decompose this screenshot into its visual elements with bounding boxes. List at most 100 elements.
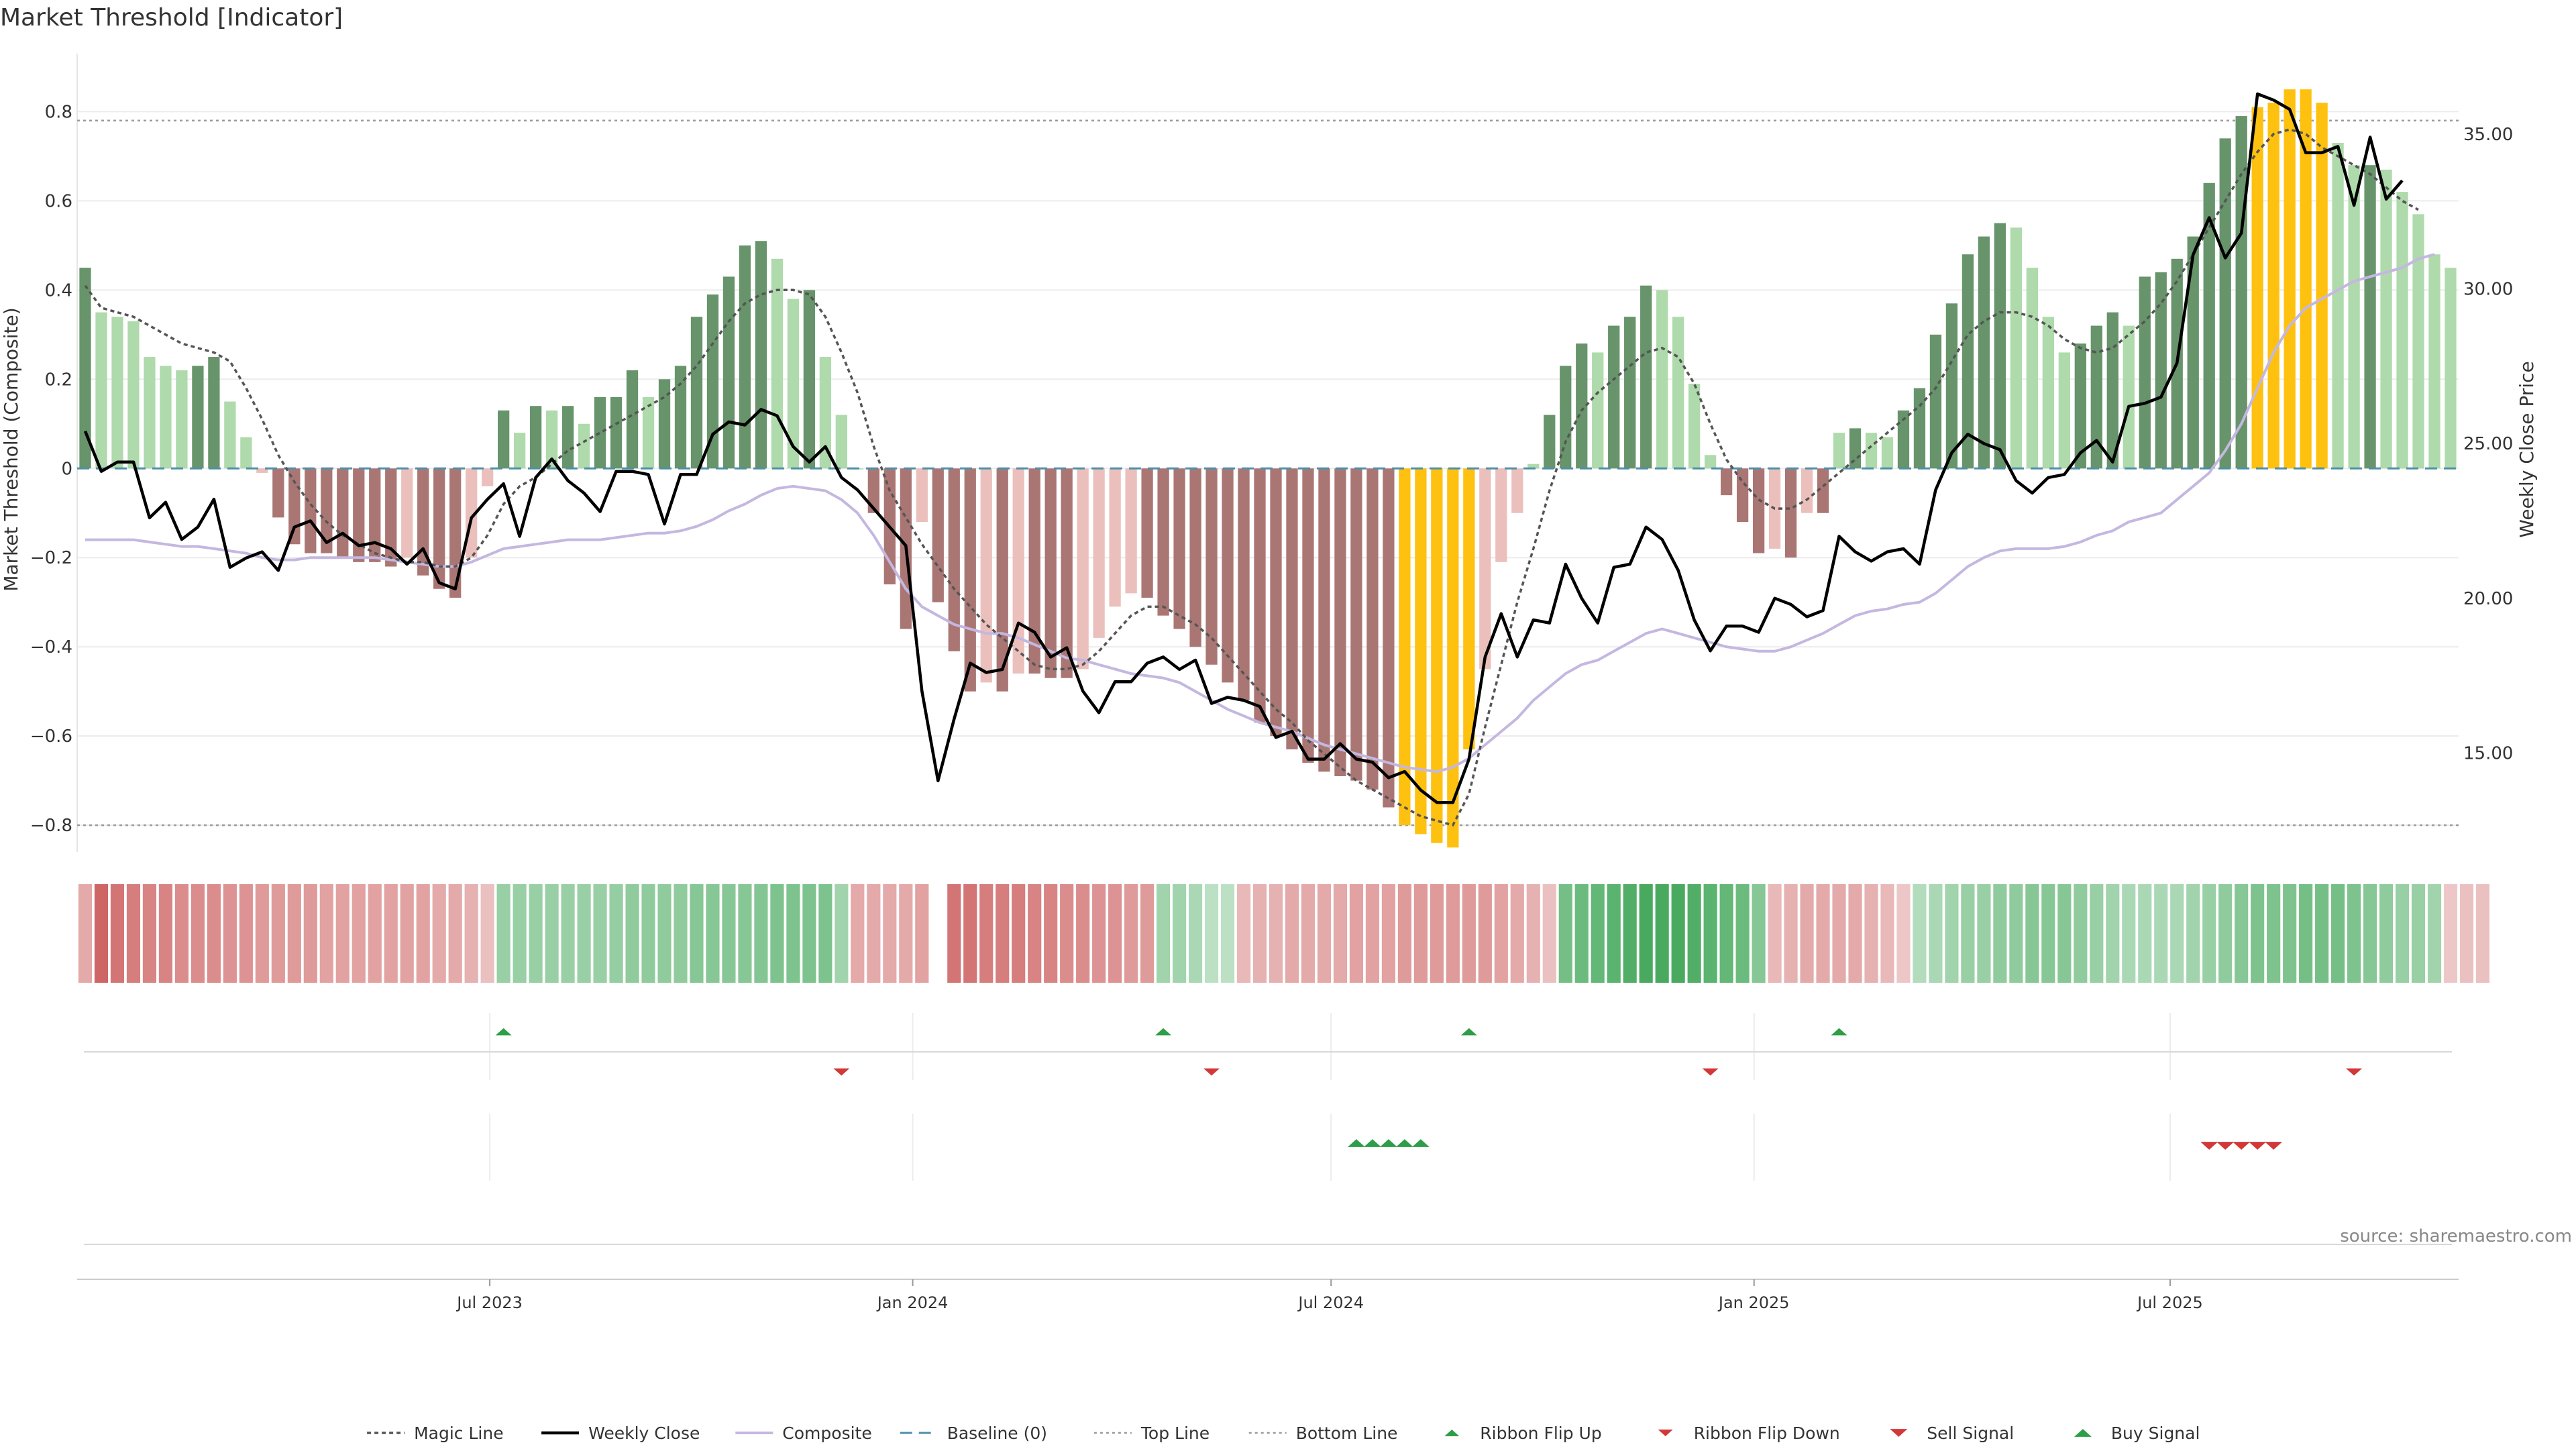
- buy-signal-marker: [1411, 1139, 1430, 1147]
- ribbon-cell: [1961, 884, 1975, 983]
- ribbon-cell: [1558, 884, 1572, 983]
- composite-bar: [2026, 268, 2038, 469]
- y-axis-label: Market Threshold (Composite): [0, 307, 22, 591]
- composite-bar: [690, 317, 703, 469]
- ribbon-cell: [1478, 884, 1492, 983]
- ribbon-cell: [303, 884, 317, 983]
- reference-lines: [77, 119, 2459, 826]
- composite-bar: [2106, 312, 2118, 469]
- composite-bar: [803, 290, 816, 469]
- ribbon-cell: [223, 884, 237, 983]
- buy-signal-marker: [1379, 1139, 1397, 1147]
- composite-bar: [1881, 437, 1894, 469]
- composite-bar: [2123, 325, 2135, 469]
- legend-item-baseline: Baseline (0): [900, 1424, 1047, 1443]
- composite-bar: [144, 357, 156, 469]
- ribbon-cell: [561, 884, 575, 983]
- composite-bar: [2348, 165, 2360, 469]
- ribbon-cell: [1397, 884, 1411, 983]
- ribbon-cell: [2315, 884, 2329, 983]
- composite-bar: [2267, 103, 2279, 469]
- ribbon-cell: [2459, 884, 2474, 983]
- composite-bar: [2042, 317, 2054, 469]
- legend-label: Top Line: [1140, 1424, 1210, 1443]
- composite-bar: [1801, 468, 1813, 513]
- composite-bar: [2139, 276, 2151, 469]
- composite-bar: [1125, 468, 1137, 594]
- y-tick-label: 0.8: [45, 102, 72, 122]
- y-tick-label: −0.4: [30, 637, 72, 657]
- ribbon-cell: [1816, 884, 1830, 983]
- composite-bar: [353, 468, 365, 562]
- ribbon-cell: [1977, 884, 1991, 983]
- x-tick-label: Jan 2025: [1717, 1293, 1790, 1312]
- composite-bar: [819, 357, 832, 469]
- ribbon-flip-up-marker: [1831, 1028, 1847, 1036]
- ribbon-cell: [1703, 884, 1717, 983]
- composite-bar: [1222, 468, 1234, 683]
- composite-bar: [337, 468, 349, 558]
- ribbon-cell: [657, 884, 672, 983]
- composite-bar: [1688, 383, 1701, 469]
- y-tick-label: −0.6: [30, 727, 72, 747]
- composite-bar: [948, 468, 960, 651]
- sell-signal-marker: [2265, 1142, 2283, 1150]
- ribbon-flip-up-marker: [1155, 1028, 1172, 1036]
- legend-item-top: Top Line: [1093, 1424, 1210, 1443]
- ribbon-cell: [1092, 884, 1106, 983]
- ribbon-cell: [1607, 884, 1621, 983]
- composite-bar: [417, 468, 429, 576]
- ribbon-cell: [1188, 884, 1203, 983]
- ribbon-cell: [1076, 884, 1090, 983]
- composite-bar: [1205, 468, 1218, 665]
- legend-label: Weekly Close: [588, 1424, 700, 1443]
- composite-bar: [1608, 325, 1620, 469]
- composite-bar: [1865, 433, 1878, 469]
- composite-bar: [1431, 468, 1443, 843]
- ribbon-cell: [480, 884, 494, 983]
- ribbon-cell: [1768, 884, 1782, 983]
- ribbon-cell: [2122, 884, 2136, 983]
- composite-bar: [835, 415, 847, 469]
- ribbon-cell: [1494, 884, 1508, 983]
- ribbon-cell: [722, 884, 736, 983]
- composite-bar: [1334, 468, 1346, 776]
- composite-bar: [369, 468, 381, 562]
- ribbon-cell: [1220, 884, 1235, 983]
- composite-bar: [2090, 325, 2102, 469]
- composite-bar: [1415, 468, 1427, 835]
- ribbon-cell: [400, 884, 414, 983]
- composite-bar: [1544, 415, 1556, 469]
- y-tick-label: 0: [61, 459, 72, 479]
- ribbon-cell: [1639, 884, 1653, 983]
- legend-label: Buy Signal: [2111, 1424, 2200, 1443]
- ribbon-cell: [1028, 884, 1042, 983]
- ribbon-cell: [496, 884, 511, 983]
- legend-label: Sell Signal: [1927, 1424, 2014, 1443]
- sell-signal-marker: [2249, 1142, 2267, 1150]
- composite-bars: [79, 89, 2457, 848]
- ribbon-cell: [1365, 884, 1379, 983]
- ribbon-cell: [1784, 884, 1798, 983]
- ribbon-cell: [1687, 884, 1701, 983]
- composite-bar: [1640, 285, 1652, 469]
- composite-bar: [2187, 236, 2199, 469]
- legend-item-buy: Buy Signal: [2074, 1424, 2200, 1443]
- y2-axis-label: Weekly Close Price: [2516, 361, 2538, 537]
- composite-bar: [1592, 352, 1604, 469]
- composite-bar: [127, 321, 140, 469]
- ribbon-cell: [191, 884, 205, 983]
- composite-bar: [529, 406, 542, 469]
- composite-bar: [1672, 317, 1684, 469]
- ribbon-cell: [2475, 884, 2490, 983]
- composite-bar: [755, 241, 767, 469]
- ribbon-cell: [1012, 884, 1026, 983]
- ribbon-cell: [2395, 884, 2410, 983]
- ribbon-cell: [770, 884, 784, 983]
- ribbon-cell: [255, 884, 269, 983]
- y-tick-label: 0.6: [45, 191, 72, 211]
- composite-bar: [722, 276, 735, 469]
- ribbon-cell: [2267, 884, 2281, 983]
- ribbon-cell: [1623, 884, 1637, 983]
